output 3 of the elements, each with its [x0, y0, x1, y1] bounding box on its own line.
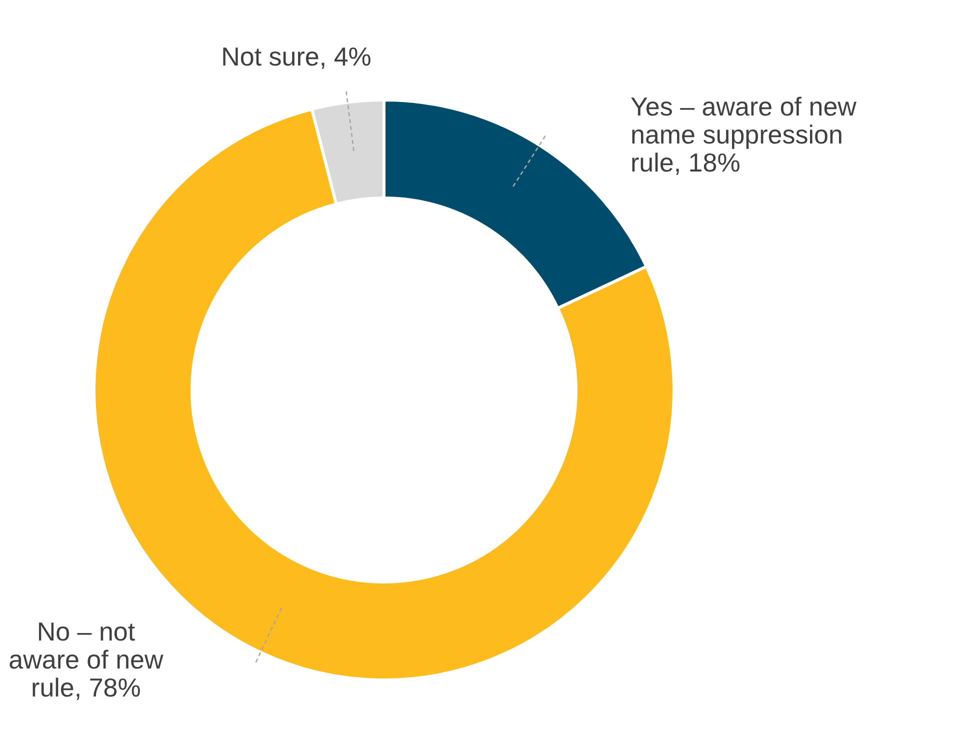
slice-label: No – not aware of new rule, 78% [8, 616, 164, 702]
slice-label: Not sure, 4% [221, 41, 372, 72]
slice-label: Yes – aware of new name suppression rule, 18% [630, 92, 857, 178]
